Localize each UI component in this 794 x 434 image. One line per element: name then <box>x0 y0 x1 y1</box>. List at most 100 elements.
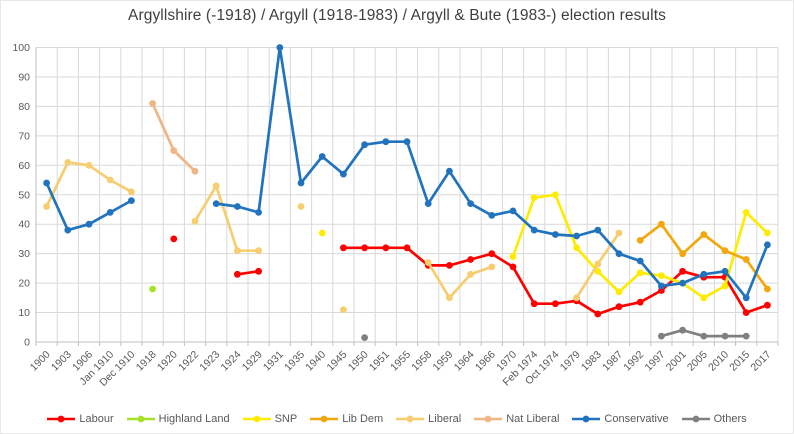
legend-label: SNP <box>274 413 298 425</box>
data-point <box>64 159 72 166</box>
legend-swatch-marker <box>137 415 145 423</box>
x-tick-label: 1983 <box>579 349 604 374</box>
data-point <box>403 138 411 146</box>
data-point <box>467 270 474 278</box>
data-point <box>85 220 93 228</box>
data-point <box>742 256 750 263</box>
y-tick-label: 90 <box>18 71 30 83</box>
y-tick-label: 80 <box>18 101 30 113</box>
data-point <box>488 263 496 271</box>
data-point <box>340 306 347 313</box>
y-tick-label: 100 <box>12 42 30 54</box>
legend-label: Liberal <box>428 413 462 425</box>
x-tick-label: 1922 <box>176 349 201 374</box>
data-point <box>170 235 178 243</box>
legend-swatch-marker <box>320 415 328 423</box>
data-point <box>721 282 729 290</box>
x-tick-label: 1987 <box>600 349 625 374</box>
legend-swatch-icon <box>572 415 601 423</box>
data-point <box>552 300 559 308</box>
data-point <box>43 203 50 210</box>
series-line-labour <box>236 269 260 276</box>
data-point <box>721 247 729 255</box>
legend-swatch-marker <box>692 415 700 423</box>
data-point <box>382 244 390 252</box>
y-tick-label: 40 <box>18 219 30 231</box>
data-point <box>530 226 538 234</box>
axes <box>35 47 779 346</box>
data-point <box>446 262 453 269</box>
legend-label: Lib Dem <box>342 413 384 425</box>
data-point <box>594 267 602 275</box>
data-point <box>361 244 368 252</box>
data-point <box>318 153 326 160</box>
legend-swatch-icon <box>474 415 503 423</box>
data-point <box>509 263 517 271</box>
data-point <box>64 226 72 234</box>
data-point <box>658 282 665 290</box>
data-point <box>679 250 686 258</box>
data-point <box>361 334 368 341</box>
legend-swatch-icon <box>126 415 155 423</box>
x-tick-label: 1955 <box>388 349 413 374</box>
data-point <box>658 220 665 228</box>
legend-item-snp: SNP <box>242 413 298 425</box>
legend-swatch-icon <box>396 415 425 423</box>
series-line-nat-liberal <box>151 102 197 173</box>
y-tick-label: 10 <box>18 307 30 319</box>
y-tick-labels: 0 10 20 30 40 50 60 70 80 90 100 <box>12 42 30 349</box>
x-tick-label: 1951 <box>367 349 392 374</box>
legend-swatch-marker <box>253 415 260 423</box>
data-point <box>382 138 390 146</box>
data-point <box>149 285 157 293</box>
data-point <box>679 326 686 334</box>
x-tick-label: 2010 <box>706 349 731 374</box>
data-point <box>255 247 262 255</box>
x-tick-label: 1979 <box>558 349 583 374</box>
legend-swatch-icon <box>310 415 339 423</box>
data-point <box>658 272 665 280</box>
data-point <box>742 332 750 340</box>
data-point <box>255 267 262 275</box>
y-tick-label: 30 <box>18 248 30 260</box>
data-point <box>764 301 771 309</box>
data-point <box>573 232 580 240</box>
x-tick-label: 1945 <box>325 349 350 374</box>
data-point <box>488 212 496 219</box>
data-point <box>552 231 559 238</box>
data-point <box>297 203 305 210</box>
legend-item-conservative: Conservative <box>572 413 669 425</box>
data-point <box>615 229 623 237</box>
data-point <box>340 170 347 178</box>
data-point <box>700 231 708 238</box>
x-tick-label: 1903 <box>49 349 74 374</box>
data-point <box>446 294 453 302</box>
data-point <box>721 332 729 340</box>
legend-swatch-marker <box>406 415 414 423</box>
x-tick-label: 1958 <box>409 349 434 374</box>
legend-swatch-icon <box>242 415 271 423</box>
data-point <box>424 259 432 266</box>
data-point <box>212 182 220 190</box>
legend-swatch-icon <box>681 415 710 423</box>
data-point <box>446 167 453 175</box>
data-point <box>764 285 771 293</box>
data-point <box>679 267 686 275</box>
series-nat-liberal <box>149 100 199 175</box>
data-point <box>530 194 538 202</box>
x-tick-label: 1931 <box>261 349 286 374</box>
x-tick-label: 1929 <box>240 349 265 374</box>
series-line-conservative <box>214 46 769 300</box>
data-point <box>149 100 157 107</box>
x-tick-label: 2001 <box>664 349 689 374</box>
data-point <box>170 147 178 155</box>
data-point <box>594 310 602 318</box>
data-point <box>43 179 50 187</box>
legend: Labour Highland Land SNP Lib Dem Liberal Nat … <box>0 413 794 425</box>
series-line-liberal <box>193 184 260 253</box>
data-point <box>191 217 199 225</box>
x-tick-label: 2015 <box>727 349 752 374</box>
data-point <box>764 229 771 237</box>
data-point <box>742 294 750 302</box>
